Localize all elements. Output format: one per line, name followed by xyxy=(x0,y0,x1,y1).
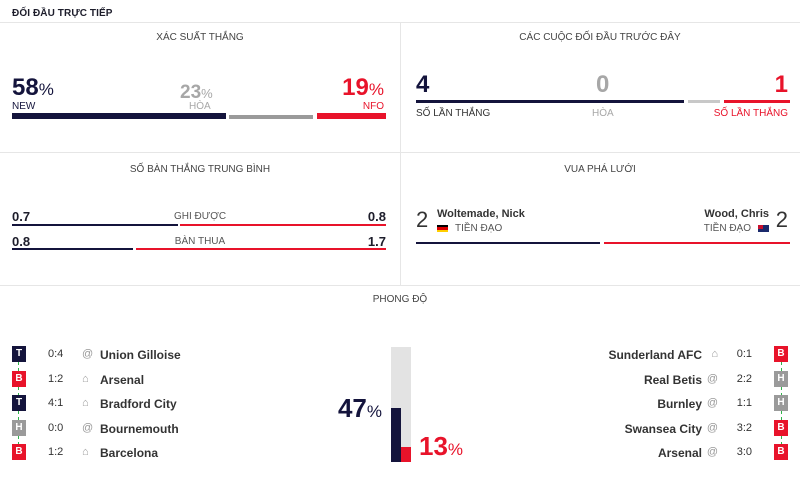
match-score: 0:0 xyxy=(48,422,64,434)
away-at-icon: @ xyxy=(82,422,94,434)
away-at-icon: @ xyxy=(706,446,718,458)
match-score: 4:1 xyxy=(48,397,64,409)
top-scorer-caption: VUA PHÁ LƯỚI xyxy=(564,164,636,175)
form-connector xyxy=(781,411,782,420)
home-wins-bar xyxy=(416,100,684,103)
result-badge: H xyxy=(774,371,788,387)
draw-bar xyxy=(229,115,313,119)
away-scorer-position: TIỀN ĐẠO xyxy=(703,223,751,234)
draws-bar xyxy=(688,100,720,103)
section-title: ĐỐI ĐẦU TRỰC TIẾP xyxy=(12,8,113,19)
home-win-bar xyxy=(12,113,226,119)
away-at-icon: @ xyxy=(82,348,94,360)
opponent-name[interactable]: Sunderland AFC xyxy=(608,348,702,362)
away-scored-bar xyxy=(180,224,386,226)
divider xyxy=(0,285,800,286)
match-score: 0:1 xyxy=(736,348,752,360)
result-badge: T xyxy=(12,346,26,362)
result-badge: B xyxy=(774,444,788,460)
opponent-name[interactable]: Barcelona xyxy=(100,446,159,460)
home-win-pct: 58% xyxy=(12,74,54,101)
form-connector xyxy=(781,436,782,445)
away-conceded-avg: 1.7 xyxy=(367,234,386,249)
match-score: 1:1 xyxy=(736,397,752,409)
avg-goals-caption: SỐ BÀN THẮNG TRUNG BÌNH xyxy=(129,164,271,175)
opponent-name[interactable]: Arsenal xyxy=(100,373,145,387)
away-scorer-name[interactable]: Wood, Chris xyxy=(704,208,769,220)
home-team-code: NEW xyxy=(12,101,36,112)
home-form-pct: 47% xyxy=(337,393,382,423)
scored-label: GHI ĐƯỢC xyxy=(173,211,227,222)
away-wins-bar xyxy=(724,100,790,103)
form-connector xyxy=(18,362,19,371)
form-connector xyxy=(781,387,782,396)
away-scorer-goals: 2 xyxy=(775,207,788,232)
away-scored-avg: 0.8 xyxy=(367,209,386,224)
divider-vertical xyxy=(400,22,401,152)
opponent-name[interactable]: Burnley xyxy=(657,397,702,411)
result-badge: B xyxy=(12,371,26,387)
form-connector xyxy=(18,387,19,396)
draws-count: 0 xyxy=(596,71,610,98)
home-wins-label: SỐ LẦN THẮNG xyxy=(416,108,491,119)
result-badge: B xyxy=(12,444,26,460)
away-win-bar xyxy=(317,113,386,119)
away-at-icon: @ xyxy=(706,397,718,409)
opponent-name[interactable]: Arsenal xyxy=(657,446,702,460)
away-conceded-bar xyxy=(136,248,386,250)
match-score: 3:2 xyxy=(736,422,752,434)
home-conceded-avg: 0.8 xyxy=(12,234,31,249)
match-score: 1:2 xyxy=(48,446,64,458)
home-icon: ⌂ xyxy=(711,348,718,360)
away-at-icon: @ xyxy=(706,422,718,434)
draw-label: HÒA xyxy=(189,101,211,112)
away-at-icon: @ xyxy=(706,373,718,385)
home-scored-bar xyxy=(12,224,178,226)
form-connector xyxy=(18,436,19,445)
germany-flag-icon xyxy=(437,225,448,232)
home-conceded-bar xyxy=(12,248,133,250)
opponent-name[interactable]: Bournemouth xyxy=(100,422,179,436)
home-wins-count: 4 xyxy=(416,71,430,98)
previous-caption: CÁC CUỘC ĐỐI ĐẦU TRƯỚC ĐÂY xyxy=(519,32,681,43)
home-form-bar xyxy=(391,347,401,462)
match-score: 3:0 xyxy=(736,446,752,458)
new-zealand-flag-icon xyxy=(758,225,769,232)
result-badge: B xyxy=(774,346,788,362)
away-team-code: NFO xyxy=(362,101,384,112)
result-badge: B xyxy=(774,420,788,436)
result-badge: T xyxy=(12,395,26,411)
opponent-name[interactable]: Bradford City xyxy=(100,397,177,411)
away-form-pct: 13% xyxy=(419,431,464,461)
match-score: 1:2 xyxy=(48,373,64,385)
home-scorer-goals: 2 xyxy=(416,207,429,232)
opponent-name[interactable]: Union Gilloise xyxy=(100,348,181,362)
home-icon: ⌂ xyxy=(82,397,89,409)
draws-label: HÒA xyxy=(592,108,614,119)
home-icon: ⌂ xyxy=(82,373,89,385)
away-wins-label: SỐ LẦN THẮNG xyxy=(713,108,788,119)
divider-vertical xyxy=(400,152,401,285)
result-badge: H xyxy=(774,395,788,411)
home-scorer-bar xyxy=(416,242,600,244)
opponent-name[interactable]: Swansea City xyxy=(624,422,702,436)
home-scorer-name[interactable]: Woltemade, Nick xyxy=(437,208,525,220)
home-scorer-position: TIỀN ĐẠO xyxy=(455,223,503,234)
home-icon: ⌂ xyxy=(82,446,89,458)
result-badge: H xyxy=(12,420,26,436)
match-score: 0:4 xyxy=(48,348,64,360)
form-caption: PHONG ĐỘ xyxy=(372,294,428,305)
away-scorer-bar xyxy=(604,242,790,244)
form-connector xyxy=(781,362,782,371)
home-scored-avg: 0.7 xyxy=(12,209,31,224)
draw-pct: 23% xyxy=(180,82,213,103)
form-connector xyxy=(18,411,19,420)
away-form-bar xyxy=(401,347,411,462)
away-wins-count: 1 xyxy=(774,71,788,98)
away-win-pct: 19% xyxy=(342,74,384,101)
match-score: 2:2 xyxy=(736,373,752,385)
win-prob-caption: XÁC SUẤT THẮNG xyxy=(156,32,244,43)
opponent-name[interactable]: Real Betis xyxy=(643,373,702,387)
conceded-label: BÀN THUA xyxy=(174,236,226,247)
